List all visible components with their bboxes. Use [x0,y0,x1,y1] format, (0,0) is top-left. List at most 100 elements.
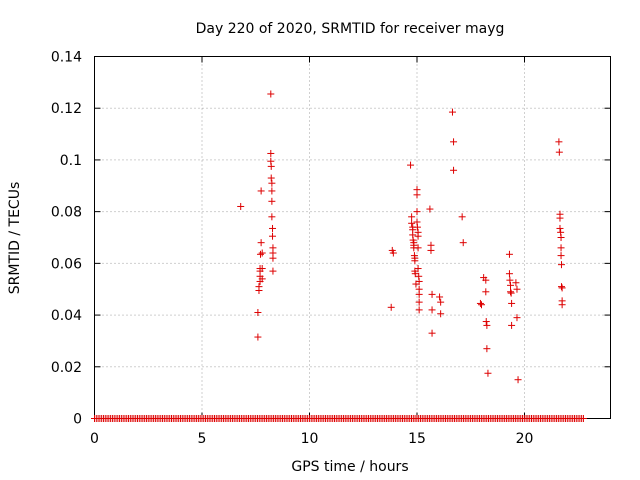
data-point [558,301,566,309]
data-point [513,285,521,293]
data-point [507,289,515,297]
data-point [258,275,266,283]
axis-ticks [94,56,611,419]
data-point [508,299,516,307]
data-point [267,162,275,170]
data-point [269,232,277,240]
data-point [507,288,515,296]
data-point [268,213,276,221]
data-point [450,166,458,174]
grid [94,56,611,419]
data-point [558,284,566,292]
data-point [407,161,415,169]
data-point [268,179,276,187]
plot-frame [94,56,611,419]
data-point [483,345,491,353]
data-point [482,288,490,296]
data-point [482,318,490,326]
data-point [512,279,520,287]
data-point [507,281,515,289]
data-point [427,246,435,254]
data-point [478,301,485,309]
data-point [408,219,416,227]
y-tick-label: 0.08 [51,205,82,221]
data-point [414,265,422,273]
data-point [514,376,522,384]
data-point [269,224,277,232]
data-point [414,232,422,240]
data-point [513,314,521,322]
data-point [484,369,492,377]
baseline-series [91,415,587,422]
data-point [257,239,265,247]
data-point [254,308,262,316]
y-tick-label: 0.1 [60,153,82,169]
data-point [555,148,563,156]
data-point [414,244,422,252]
data-point [426,205,434,213]
data-point [506,276,514,284]
data-point [428,306,436,314]
data-point [269,267,277,275]
data-point [413,191,421,199]
data-point [413,223,421,231]
data-point [483,321,491,329]
data-point [411,257,419,265]
chart-title: Day 220 of 2020, SRMTID for receiver may… [196,21,505,37]
data-point [556,214,564,222]
data-point [450,138,458,146]
y-axis-label: SRMTID / TECUs [7,182,23,295]
data-point [436,293,444,301]
y-tick-labels: 0 0.02 0.04 0.06 0.08 0.1 0.12 0.14 [51,50,82,428]
data-points [237,90,566,384]
y-tick-label: 0.12 [51,101,82,117]
data-point [267,149,275,157]
data-point [268,187,276,195]
data-point [505,250,513,258]
data-point [256,250,264,258]
data-point [557,252,565,260]
data-point [557,261,565,269]
x-tick-labels: 0 5 10 15 20 [90,431,533,447]
data-point [555,138,563,146]
data-point [415,298,423,306]
x-tick-label: 5 [198,431,207,447]
data-point [269,254,277,262]
data-point [415,306,423,314]
data-point [415,290,423,298]
data-point [258,265,266,273]
data-point [459,239,467,247]
x-axis-label: GPS time / hours [291,459,408,475]
y-tick-label: 0 [73,412,82,428]
data-point [476,299,484,307]
x-tick-label: 20 [516,431,534,447]
data-point [387,303,395,311]
data-point [413,208,421,216]
data-point [437,310,445,318]
data-point [237,202,245,210]
data-point [557,244,565,252]
data-point [428,329,436,337]
data-point [255,283,263,291]
y-tick-label: 0.06 [51,256,82,272]
data-point [505,270,513,278]
baseline-point [579,415,587,422]
x-tick-label: 15 [408,431,426,447]
data-point [415,277,423,285]
data-point [482,276,490,284]
data-point [389,249,397,257]
data-point [448,108,456,116]
data-point [428,290,436,298]
data-point [408,213,416,221]
x-tick-label: 0 [90,431,99,447]
data-point [557,234,565,241]
y-tick-label: 0.14 [51,50,82,66]
data-point [254,333,262,341]
y-tick-label: 0.04 [51,308,82,324]
data-point [258,249,266,257]
data-point [267,174,275,182]
data-point [508,321,516,329]
data-point [257,187,265,195]
data-point [268,197,276,205]
